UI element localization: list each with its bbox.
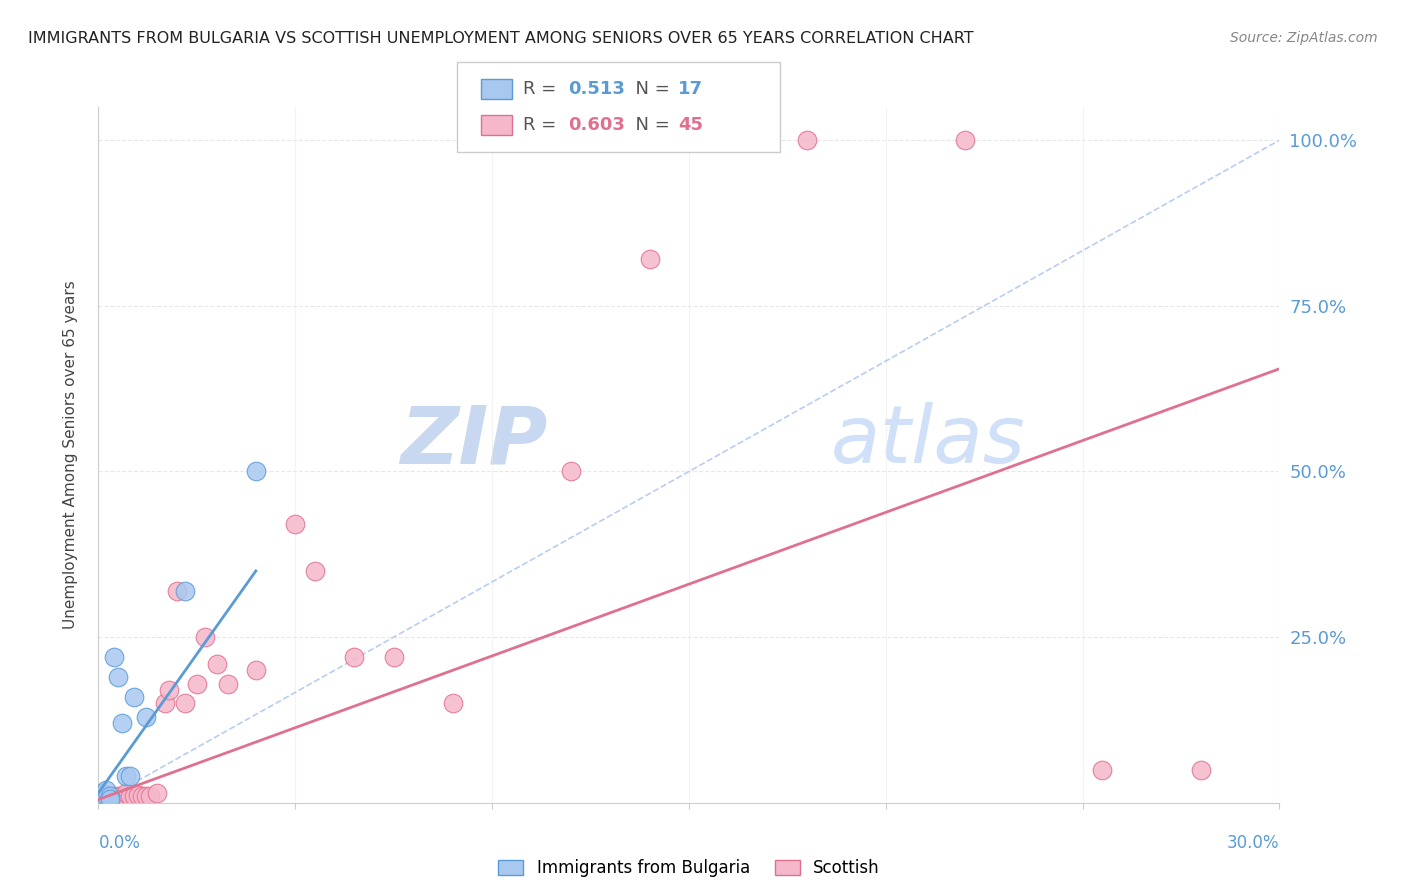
Text: N =: N =: [624, 80, 676, 98]
Text: 45: 45: [678, 116, 703, 134]
Text: R =: R =: [523, 116, 562, 134]
Point: [118, 769, 141, 783]
Point: [98, 792, 121, 806]
Point: [111, 789, 134, 804]
Y-axis label: Unemployment Among Seniors over 65 years: Unemployment Among Seniors over 65 years: [63, 281, 77, 629]
Text: 0.0%: 0.0%: [98, 834, 141, 852]
Point: [1189, 763, 1212, 777]
Legend: Immigrants from Bulgaria, Scottish: Immigrants from Bulgaria, Scottish: [492, 853, 886, 884]
Text: IMMIGRANTS FROM BULGARIA VS SCOTTISH UNEMPLOYMENT AMONG SENIORS OVER 65 YEARS CO: IMMIGRANTS FROM BULGARIA VS SCOTTISH UNE…: [28, 31, 974, 46]
Point: [174, 583, 197, 598]
Point: [131, 789, 153, 804]
Point: [115, 789, 138, 804]
Point: [146, 786, 169, 800]
Text: N =: N =: [624, 116, 676, 134]
Point: [245, 465, 267, 479]
Point: [441, 697, 464, 711]
Point: [91, 792, 114, 806]
Point: [560, 465, 582, 479]
Point: [93, 792, 115, 806]
Point: [205, 657, 228, 671]
Point: [138, 789, 160, 804]
Point: [98, 789, 121, 804]
Point: [304, 564, 326, 578]
Point: [107, 789, 129, 804]
Point: [155, 697, 177, 711]
Point: [96, 790, 118, 805]
Point: [118, 789, 141, 804]
Point: [91, 790, 114, 805]
Point: [245, 663, 267, 677]
Point: [1091, 763, 1114, 777]
Point: [98, 792, 121, 806]
Text: Source: ZipAtlas.com: Source: ZipAtlas.com: [1230, 31, 1378, 45]
Text: 0.603: 0.603: [568, 116, 624, 134]
Point: [638, 252, 661, 267]
Point: [382, 650, 405, 665]
Point: [174, 697, 197, 711]
Point: [91, 794, 114, 808]
Text: 17: 17: [678, 80, 703, 98]
Text: 0.513: 0.513: [568, 80, 624, 98]
Text: R =: R =: [523, 80, 562, 98]
Point: [93, 792, 115, 806]
Point: [98, 789, 121, 804]
Point: [135, 789, 157, 804]
Point: [96, 789, 118, 804]
Point: [953, 133, 976, 147]
Point: [122, 789, 145, 804]
Point: [343, 650, 366, 665]
Point: [111, 716, 134, 731]
Point: [157, 683, 180, 698]
Point: [122, 690, 145, 704]
Point: [107, 792, 129, 806]
Point: [194, 630, 217, 644]
Point: [166, 583, 188, 598]
Text: atlas: atlas: [831, 402, 1025, 480]
Point: [89, 792, 111, 806]
Point: [96, 782, 118, 797]
Point: [796, 133, 818, 147]
Point: [135, 709, 157, 723]
Point: [91, 786, 114, 800]
Text: ZIP: ZIP: [399, 402, 547, 480]
Point: [127, 788, 149, 802]
Point: [96, 788, 118, 802]
Point: [186, 676, 208, 690]
Point: [115, 769, 138, 783]
Point: [107, 670, 129, 684]
Point: [103, 792, 125, 806]
Point: [91, 788, 114, 802]
Point: [284, 517, 307, 532]
Point: [217, 676, 239, 690]
Text: 30.0%: 30.0%: [1227, 834, 1279, 852]
Point: [103, 650, 125, 665]
Point: [96, 794, 118, 808]
Point: [89, 789, 111, 804]
Point: [115, 786, 138, 800]
Point: [89, 794, 111, 808]
Point: [103, 789, 125, 804]
